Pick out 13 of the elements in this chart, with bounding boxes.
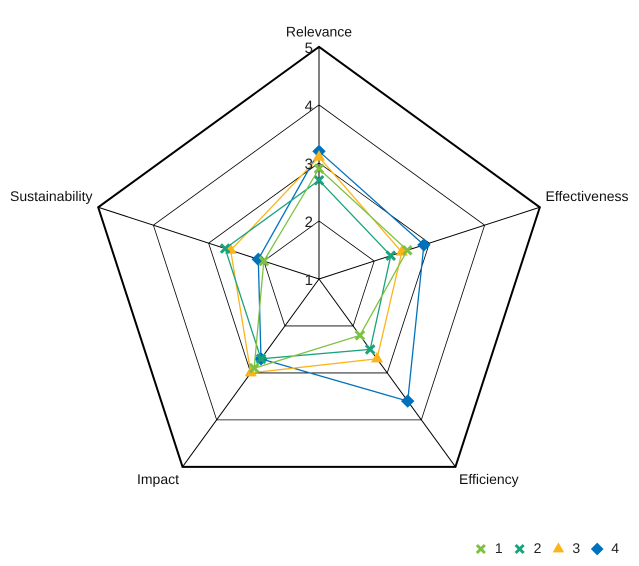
y-tick-label: 4 xyxy=(304,98,313,116)
y-tick-label: 1 xyxy=(304,272,313,290)
spoke-label: Effectiveness xyxy=(546,188,629,204)
legend-label: 1 xyxy=(494,540,503,556)
spoke-label: Relevance xyxy=(286,23,352,40)
legend-label: 2 xyxy=(534,540,542,556)
legend-label: 3 xyxy=(572,540,580,556)
spoke-label: Sustainability xyxy=(10,188,92,204)
legend-label: 4 xyxy=(611,540,620,556)
y-tick-label: 2 xyxy=(304,214,313,232)
spoke-label: Impact xyxy=(136,470,180,487)
y-tick-label: 5 xyxy=(304,40,313,57)
spoke-label: Efficiency xyxy=(458,470,519,487)
